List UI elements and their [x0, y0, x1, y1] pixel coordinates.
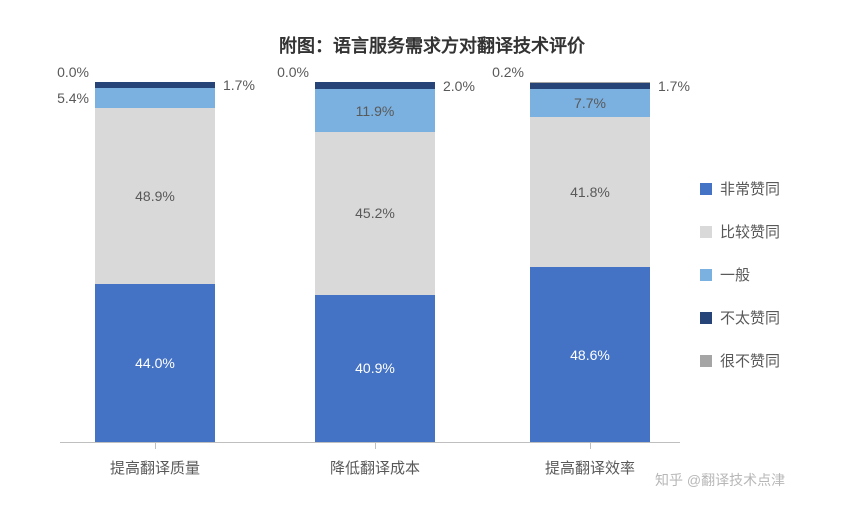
legend-swatch [700, 355, 712, 367]
value-label: 2.0% [443, 78, 475, 94]
value-label: 45.2% [355, 205, 395, 221]
x-tick [155, 443, 156, 449]
value-label: 1.7% [658, 78, 690, 94]
legend-item: 一般 [700, 264, 840, 285]
plot-wrapper: 44.0%48.9%5.4%1.7%0.0%40.9%45.2%11.9%2.0… [60, 82, 840, 483]
legend-swatch [700, 226, 712, 238]
x-axis-label: 降低翻译成本 [295, 457, 455, 478]
legend-swatch [700, 269, 712, 281]
bar-segment-disagree [95, 82, 215, 88]
bar-segment-disagree [530, 83, 650, 89]
legend-item: 比较赞同 [700, 221, 840, 242]
legend-label: 很不赞同 [720, 350, 780, 371]
legend-item: 很不赞同 [700, 350, 840, 371]
x-axis-label: 提高翻译效率 [510, 457, 670, 478]
x-axis-label: 提高翻译质量 [75, 457, 235, 478]
value-label: 0.0% [277, 64, 309, 80]
bar: 44.0%48.9%5.4%1.7%0.0% [95, 82, 215, 442]
legend-label: 一般 [720, 264, 750, 285]
bar-segment-disagree [315, 82, 435, 89]
value-label: 0.0% [57, 64, 89, 80]
value-label: 44.0% [135, 355, 175, 371]
bar: 48.6%41.8%7.7%1.7%0.2% [530, 82, 650, 442]
legend-label: 非常赞同 [720, 178, 780, 199]
value-label: 41.8% [570, 184, 610, 200]
value-label: 7.7% [574, 95, 606, 111]
bar: 40.9%45.2%11.9%2.0%0.0% [315, 82, 435, 442]
legend: 非常赞同比较赞同一般不太赞同很不赞同 [700, 178, 840, 393]
value-label: 11.9% [356, 103, 395, 119]
x-axis: 提高翻译质量 降低翻译成本 提高翻译效率 [60, 442, 680, 483]
legend-swatch [700, 312, 712, 324]
value-label: 48.9% [135, 188, 175, 204]
plot-area: 44.0%48.9%5.4%1.7%0.0%40.9%45.2%11.9%2.0… [60, 82, 680, 442]
bar-segment-neutral [95, 88, 215, 107]
x-tick [590, 443, 591, 449]
legend-label: 比较赞同 [720, 221, 780, 242]
value-label: 0.2% [492, 64, 524, 80]
legend-label: 不太赞同 [720, 307, 780, 328]
value-label: 40.9% [355, 360, 395, 376]
chart-title: 附图：语言服务需求方对翻译技术评价 [0, 0, 864, 82]
legend-swatch [700, 183, 712, 195]
watermark: 知乎 @翻译技术点津 [655, 470, 785, 490]
value-label: 1.7% [223, 77, 255, 93]
legend-item: 不太赞同 [700, 307, 840, 328]
x-tick [375, 443, 376, 449]
value-label: 48.6% [570, 347, 610, 363]
value-label: 5.4% [57, 90, 89, 106]
bar-segment-strongly_disagree [530, 82, 650, 83]
legend-item: 非常赞同 [700, 178, 840, 199]
